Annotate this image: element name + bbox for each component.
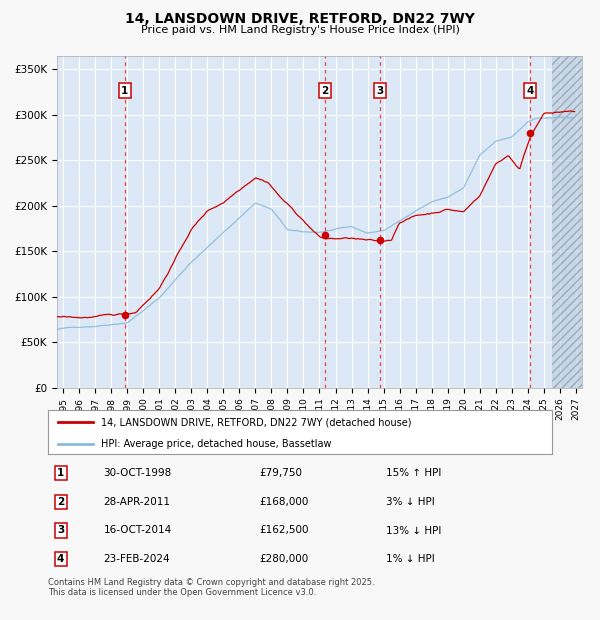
Text: £162,500: £162,500 (260, 526, 309, 536)
Text: Price paid vs. HM Land Registry's House Price Index (HPI): Price paid vs. HM Land Registry's House … (140, 25, 460, 35)
Text: 1% ↓ HPI: 1% ↓ HPI (386, 554, 434, 564)
Text: 1: 1 (121, 86, 128, 95)
Text: 3: 3 (377, 86, 384, 95)
Text: 4: 4 (57, 554, 64, 564)
Text: £280,000: £280,000 (260, 554, 309, 564)
Text: 14, LANSDOWN DRIVE, RETFORD, DN22 7WY: 14, LANSDOWN DRIVE, RETFORD, DN22 7WY (125, 12, 475, 27)
Text: 14, LANSDOWN DRIVE, RETFORD, DN22 7WY (detached house): 14, LANSDOWN DRIVE, RETFORD, DN22 7WY (d… (101, 417, 412, 427)
Bar (551, 56, 582, 388)
Text: 30-OCT-1998: 30-OCT-1998 (103, 468, 172, 478)
Text: £168,000: £168,000 (260, 497, 309, 507)
Text: £79,750: £79,750 (260, 468, 302, 478)
Text: Contains HM Land Registry data © Crown copyright and database right 2025.
This d: Contains HM Land Registry data © Crown c… (48, 578, 374, 597)
Text: 13% ↓ HPI: 13% ↓ HPI (386, 526, 441, 536)
Text: 23-FEB-2024: 23-FEB-2024 (103, 554, 170, 564)
Text: 28-APR-2011: 28-APR-2011 (103, 497, 170, 507)
Text: 4: 4 (526, 86, 533, 95)
Text: 1: 1 (57, 468, 64, 478)
Text: HPI: Average price, detached house, Bassetlaw: HPI: Average price, detached house, Bass… (101, 439, 331, 449)
Text: 3% ↓ HPI: 3% ↓ HPI (386, 497, 434, 507)
Text: 2: 2 (57, 497, 64, 507)
Text: 15% ↑ HPI: 15% ↑ HPI (386, 468, 441, 478)
Text: 3: 3 (57, 526, 64, 536)
Text: 16-OCT-2014: 16-OCT-2014 (103, 526, 172, 536)
Text: 2: 2 (321, 86, 328, 95)
